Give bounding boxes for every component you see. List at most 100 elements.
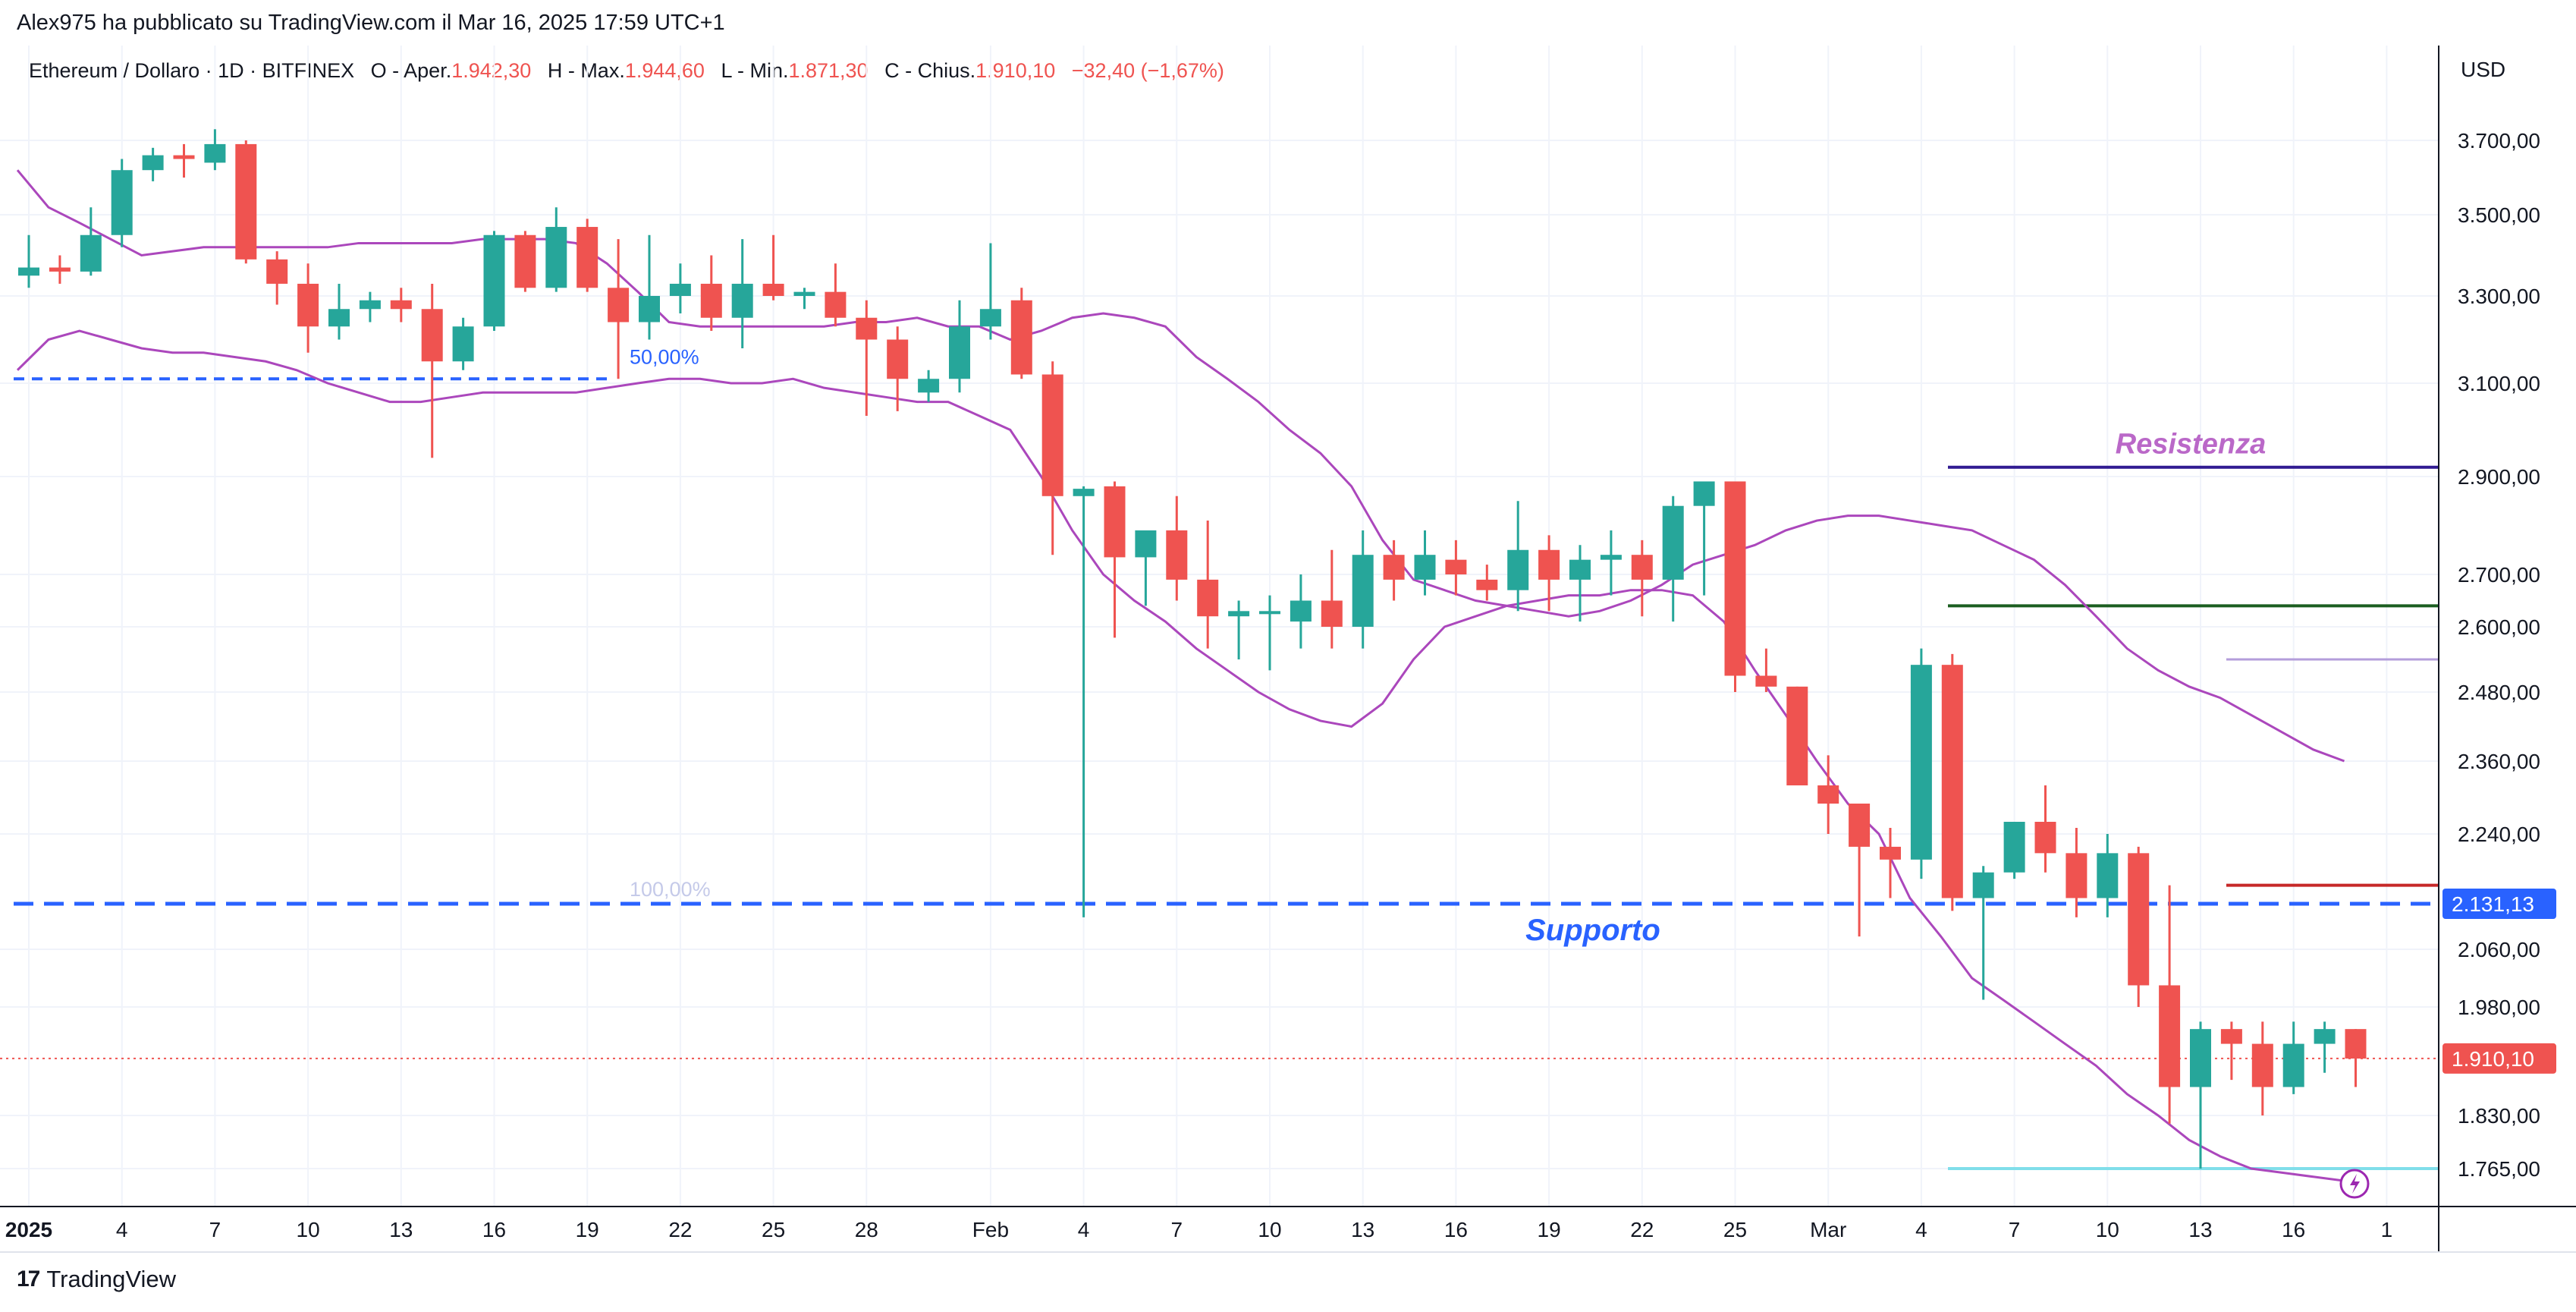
candle bbox=[793, 288, 815, 310]
candle-body bbox=[1290, 600, 1312, 622]
candle-body bbox=[576, 227, 598, 288]
candle-body bbox=[2345, 1029, 2367, 1059]
candle bbox=[1104, 481, 1126, 638]
candle bbox=[1569, 545, 1591, 622]
candle bbox=[390, 288, 412, 322]
level-lines bbox=[0, 377, 2439, 1170]
x-tick-label: 10 bbox=[2096, 1218, 2119, 1241]
candle bbox=[1352, 530, 1374, 649]
candle-body bbox=[1321, 600, 1343, 627]
candle bbox=[1817, 755, 1839, 834]
x-tick-label: 16 bbox=[2282, 1218, 2305, 1241]
candle bbox=[1414, 530, 1436, 596]
candle-body bbox=[18, 267, 39, 276]
tradingview-brand[interactable]: 17 TradingView bbox=[17, 1266, 176, 1293]
low-value: 1.871,30 bbox=[788, 59, 869, 82]
x-tick-label: 13 bbox=[1351, 1218, 1374, 1241]
support-annotation: Supporto bbox=[1525, 914, 1660, 947]
candle bbox=[2220, 1021, 2242, 1081]
candle bbox=[1972, 866, 1994, 1000]
candle-body bbox=[1880, 846, 1901, 860]
candle-body bbox=[1476, 579, 1498, 590]
candle bbox=[359, 291, 381, 322]
candle-body bbox=[700, 283, 722, 318]
candle-body bbox=[1352, 555, 1374, 627]
candle bbox=[825, 263, 847, 327]
candle-body bbox=[949, 326, 970, 379]
candle bbox=[700, 255, 722, 331]
candle-body bbox=[421, 309, 443, 362]
close-label: C - Chius. bbox=[884, 59, 976, 82]
candle bbox=[204, 129, 226, 171]
candle-body bbox=[639, 296, 660, 322]
candle-body bbox=[2159, 985, 2181, 1087]
candle bbox=[1849, 804, 1871, 937]
upper-band-line bbox=[16, 169, 2345, 763]
candle-body bbox=[142, 155, 164, 171]
candle bbox=[2128, 846, 2150, 1007]
candle-body bbox=[328, 309, 350, 327]
candle-body bbox=[1724, 481, 1746, 676]
low-label: L - Min. bbox=[721, 59, 789, 82]
y-tick-label: 2.060,00 bbox=[2458, 938, 2540, 961]
candle bbox=[887, 326, 909, 411]
candle bbox=[1445, 540, 1467, 596]
candle bbox=[608, 239, 630, 379]
brand-name: TradingView bbox=[46, 1266, 176, 1292]
x-tick-label: 25 bbox=[762, 1218, 785, 1241]
candle-body bbox=[2034, 822, 2056, 854]
candle bbox=[1476, 565, 1498, 601]
candle bbox=[235, 140, 257, 264]
candle bbox=[2159, 885, 2181, 1124]
candle-body bbox=[1166, 530, 1188, 580]
candle bbox=[856, 300, 878, 417]
candle-body bbox=[918, 379, 940, 393]
currency-label[interactable]: USD bbox=[2461, 58, 2506, 81]
candle-body bbox=[1041, 374, 1063, 496]
candle-body bbox=[1507, 549, 1529, 590]
candle-body bbox=[452, 326, 474, 362]
candle-body bbox=[266, 259, 288, 284]
bollinger-bands bbox=[16, 169, 2345, 1182]
candle-body bbox=[1228, 611, 1250, 617]
candle bbox=[1631, 540, 1653, 617]
x-tick-label: 4 bbox=[116, 1218, 128, 1241]
x-tick-label: 19 bbox=[576, 1218, 599, 1241]
candle-body bbox=[80, 234, 102, 272]
candle-body bbox=[979, 309, 1001, 327]
lightning-icon bbox=[2339, 1169, 2370, 1199]
candle-body bbox=[608, 288, 630, 322]
candle-body bbox=[2282, 1043, 2304, 1087]
x-tick-label: 10 bbox=[297, 1218, 320, 1241]
candle bbox=[18, 234, 39, 288]
close-value: 1.910,10 bbox=[975, 59, 1056, 82]
published-caption: Alex975 ha pubblicato su TradingView.com… bbox=[17, 11, 725, 35]
candle bbox=[1290, 574, 1312, 649]
candle-body bbox=[1538, 549, 1560, 580]
candle bbox=[452, 317, 474, 370]
candle bbox=[1259, 595, 1280, 671]
candle-body bbox=[793, 291, 815, 296]
y-tick-label: 1.765,00 bbox=[2458, 1157, 2540, 1181]
candle bbox=[1941, 653, 1963, 911]
support-price-label: 2.131,13 bbox=[2452, 892, 2534, 916]
candle-body bbox=[1414, 555, 1436, 580]
candle bbox=[1321, 549, 1343, 649]
axes: 3.700,00 3.500,00 3.300,00 3.100,00 2.900,00… bbox=[0, 46, 2576, 1253]
candle bbox=[918, 370, 940, 402]
candle bbox=[545, 207, 567, 292]
candle-body bbox=[514, 234, 536, 288]
grid bbox=[0, 46, 2439, 1207]
support-price-tag bbox=[2442, 889, 2556, 919]
symbol-title[interactable]: Ethereum / Dollaro · 1D · BITFINEX bbox=[29, 59, 355, 82]
lightning-icon-bolt bbox=[2350, 1174, 2360, 1194]
candle bbox=[1662, 496, 1684, 622]
candle-body bbox=[1010, 300, 1032, 375]
change-value: −32,40 (−1,67%) bbox=[1071, 59, 1224, 82]
y-tick-label: 1.980,00 bbox=[2458, 996, 2540, 1019]
candle-body bbox=[1941, 665, 1963, 898]
candle-body bbox=[1631, 555, 1653, 580]
candle-body bbox=[762, 283, 784, 296]
candle bbox=[2034, 785, 2056, 873]
